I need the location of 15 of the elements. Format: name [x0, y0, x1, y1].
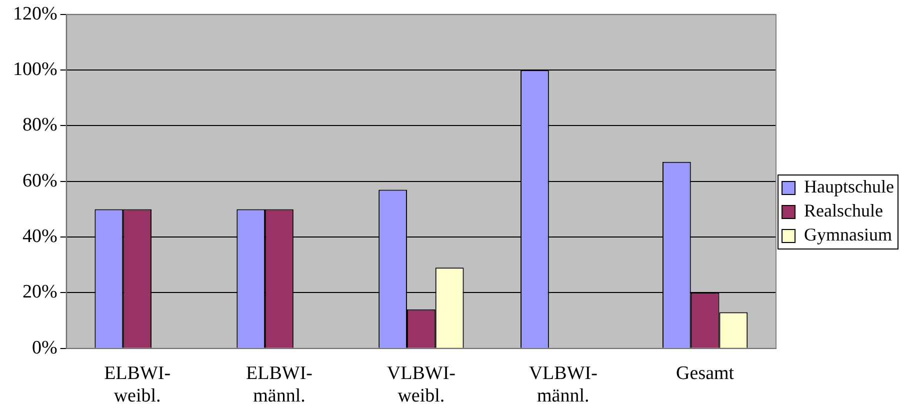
- legend-label: Gymnasium: [804, 224, 892, 245]
- x-tick-label: Gesamt: [676, 362, 735, 384]
- y-tick-label: 120%: [13, 3, 58, 24]
- y-tick-label: 80%: [22, 114, 58, 136]
- x-tick-label: ELBWI-männl.: [246, 362, 312, 407]
- x-tick-label: VLBWI-männl.: [528, 362, 598, 407]
- y-tick-label: 100%: [13, 59, 58, 80]
- y-tick-label: 40%: [22, 226, 58, 248]
- x-tick-label: VLBWI-weibl.: [386, 362, 456, 407]
- y-tick-label: 20%: [22, 282, 58, 303]
- y-tick-label: 60%: [22, 170, 58, 192]
- legend-label: Hauptschule: [804, 176, 894, 197]
- x-tick-label: ELBWI-weibl.: [104, 362, 171, 407]
- legend-label: Realschule: [804, 200, 884, 221]
- y-tick-label: 0%: [32, 337, 58, 358]
